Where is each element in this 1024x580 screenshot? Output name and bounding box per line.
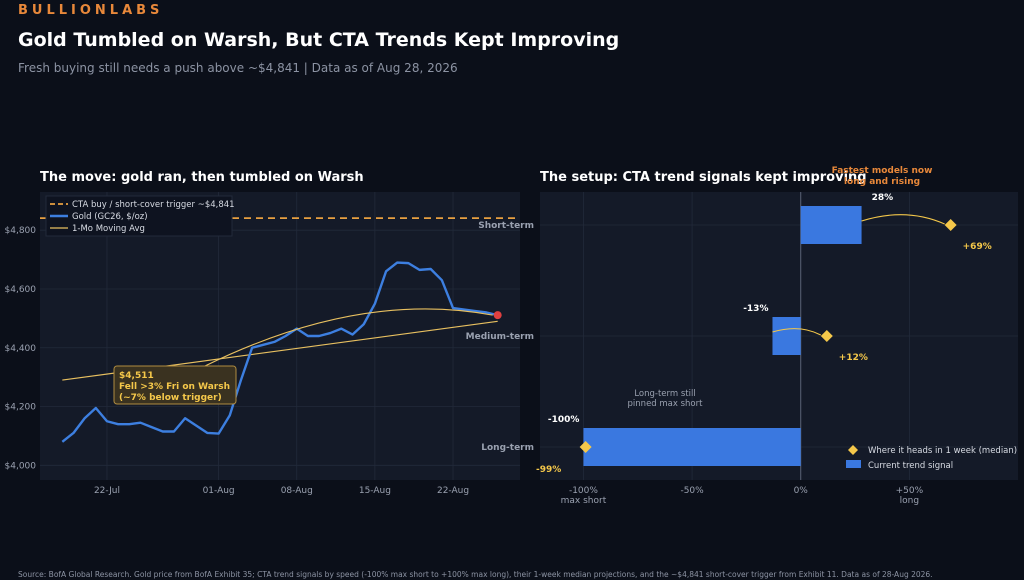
x-tick-label: +50% xyxy=(896,486,924,496)
y-tick-label: $4,400 xyxy=(5,344,37,354)
category-label: Short-term xyxy=(478,221,534,231)
annotation-fastest-2: long and rising xyxy=(844,177,920,187)
source-note: Source: BofA Global Research. Gold price… xyxy=(18,570,933,579)
annotation-text: Fell >3% Fri on Warsh xyxy=(119,382,230,392)
projection-marker xyxy=(820,330,833,342)
x-tick-label: 0% xyxy=(794,486,809,496)
y-tick-label: $4,800 xyxy=(5,226,37,236)
x-tick-label: -50% xyxy=(680,486,704,496)
category-label: Medium-term xyxy=(466,332,534,342)
legend-swatch-bar xyxy=(846,460,861,468)
y-tick-label: $4,200 xyxy=(5,403,37,413)
plot-area xyxy=(40,192,520,480)
legend-label: Gold (GC26, $/oz) xyxy=(72,212,148,222)
x-tick-label: 08-Aug xyxy=(281,486,313,496)
projection-arrow xyxy=(772,328,822,336)
legend-label: Current trend signal xyxy=(868,461,953,471)
projection-arrow xyxy=(861,214,945,225)
y-tick-label: $4,000 xyxy=(5,461,37,471)
projection-value-label: +69% xyxy=(963,242,992,252)
signal-bar xyxy=(583,428,801,466)
legend-box xyxy=(45,195,233,237)
x-tick-label: 15-Aug xyxy=(359,486,391,496)
x-tick-sublabel: max short xyxy=(561,496,607,506)
last-price-marker xyxy=(493,311,502,320)
x-tick-label: 22-Jul xyxy=(94,486,120,496)
x-tick-sublabel: long xyxy=(900,496,919,506)
annotation-text: $4,511 xyxy=(119,371,154,381)
page-subtitle: Fresh buying still needs a push above ~$… xyxy=(18,61,458,75)
annotation-fastest: Fastest models now xyxy=(832,166,933,176)
x-tick-label: 22-Aug xyxy=(437,486,469,496)
x-tick-label: 01-Aug xyxy=(203,486,235,496)
legend-swatch-diamond xyxy=(848,445,858,455)
x-tick-label: -100% xyxy=(569,486,598,496)
annotation-box xyxy=(113,365,237,405)
legend-label: CTA buy / short-cover trigger ~$4,841 xyxy=(72,200,235,210)
right-chart-title: The setup: CTA trend signals kept improv… xyxy=(540,170,867,185)
projection-value-label: -99% xyxy=(536,465,561,475)
annotation-text: (~7% below trigger) xyxy=(119,393,222,403)
projection-marker xyxy=(944,219,957,231)
category-label: Long-term xyxy=(481,443,534,453)
brand-logo: BULLIONLABS xyxy=(18,3,164,18)
page-title: Gold Tumbled on Warsh, But CTA Trends Ke… xyxy=(18,29,620,51)
signal-bar xyxy=(800,206,862,244)
projection-value-label: +12% xyxy=(839,353,868,363)
signal-value-label: -13% xyxy=(743,304,768,314)
legend-label: Where it heads in 1 week (median) xyxy=(868,446,1017,456)
annotation-longterm-2: pinned max short xyxy=(628,399,704,409)
legend-label: 1-Mo Moving Avg xyxy=(72,224,145,234)
projection-marker xyxy=(579,441,592,453)
signal-value-label: 28% xyxy=(872,193,894,203)
annotation-longterm: Long-term still xyxy=(634,389,695,399)
left-chart-title: The move: gold ran, then tumbled on Wars… xyxy=(40,170,364,185)
signal-bar xyxy=(772,317,801,355)
y-tick-label: $4,600 xyxy=(5,285,37,295)
annotation-arrow xyxy=(204,308,493,367)
gold-price-line xyxy=(61,261,498,443)
signal-value-label: -100% xyxy=(548,415,580,425)
